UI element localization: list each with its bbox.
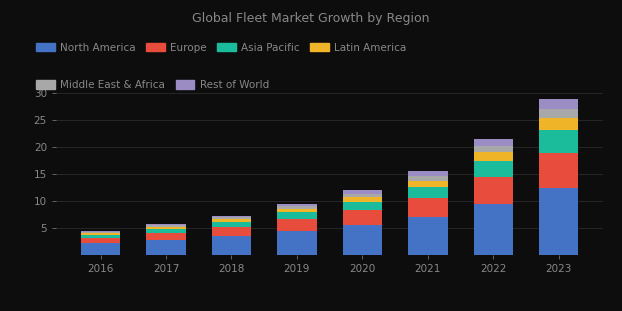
- Bar: [474, 177, 513, 204]
- Bar: [343, 225, 382, 255]
- Bar: [146, 224, 185, 225]
- Legend: Middle East & Africa, Rest of World: Middle East & Africa, Rest of World: [36, 80, 269, 90]
- Bar: [81, 234, 120, 235]
- Bar: [81, 243, 120, 255]
- Bar: [408, 187, 447, 198]
- Bar: [408, 217, 447, 255]
- Bar: [539, 188, 578, 255]
- Bar: [474, 152, 513, 161]
- Bar: [474, 139, 513, 146]
- Bar: [146, 233, 185, 240]
- Bar: [81, 235, 120, 238]
- Bar: [277, 212, 317, 219]
- Bar: [81, 232, 120, 234]
- Bar: [474, 161, 513, 177]
- Bar: [212, 217, 251, 220]
- Bar: [212, 227, 251, 236]
- Bar: [343, 197, 382, 202]
- Bar: [539, 130, 578, 153]
- Bar: [212, 236, 251, 255]
- Bar: [277, 219, 317, 231]
- Bar: [408, 176, 447, 181]
- Bar: [277, 209, 317, 212]
- Bar: [408, 171, 447, 176]
- Bar: [408, 198, 447, 217]
- Bar: [146, 229, 185, 233]
- Bar: [146, 227, 185, 229]
- Bar: [146, 240, 185, 255]
- Bar: [81, 238, 120, 243]
- Bar: [539, 109, 578, 118]
- Bar: [408, 181, 447, 187]
- Bar: [343, 190, 382, 193]
- Bar: [81, 231, 120, 232]
- Bar: [474, 146, 513, 152]
- Bar: [343, 202, 382, 210]
- Bar: [212, 220, 251, 222]
- Bar: [539, 153, 578, 188]
- Bar: [343, 193, 382, 197]
- Legend: North America, Europe, Asia Pacific, Latin America: North America, Europe, Asia Pacific, Lat…: [36, 43, 407, 53]
- Bar: [474, 204, 513, 255]
- Bar: [343, 210, 382, 225]
- Bar: [277, 231, 317, 255]
- Bar: [539, 99, 578, 109]
- Bar: [212, 222, 251, 227]
- Bar: [146, 225, 185, 227]
- Bar: [277, 204, 317, 206]
- Text: Global Fleet Market Growth by Region: Global Fleet Market Growth by Region: [192, 12, 430, 26]
- Bar: [212, 216, 251, 217]
- Bar: [539, 118, 578, 130]
- Bar: [277, 206, 317, 209]
